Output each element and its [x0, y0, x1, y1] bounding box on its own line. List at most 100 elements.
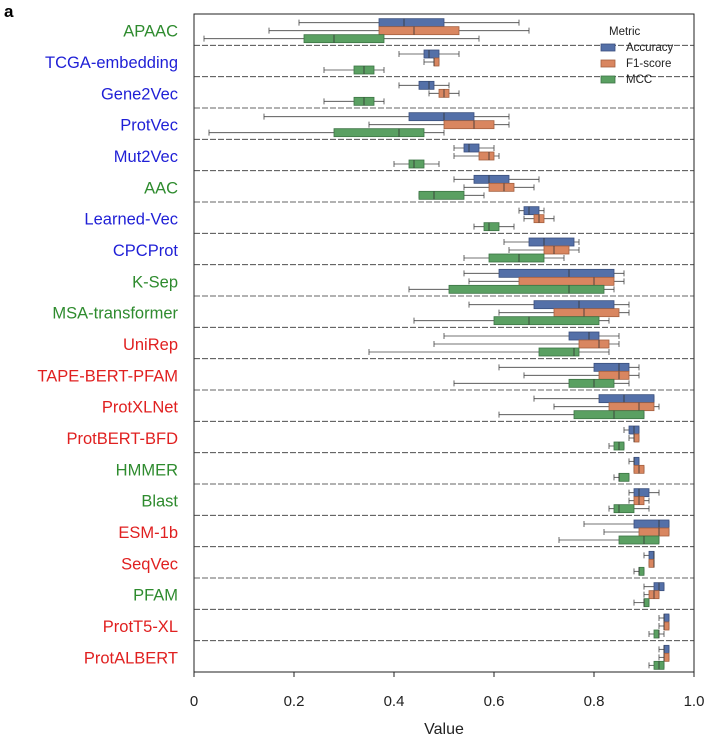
box-mcc [608, 504, 650, 514]
box-mcc [413, 316, 610, 326]
box-f1-score [643, 590, 660, 600]
box-f1-score [428, 88, 460, 98]
box-f1-score [368, 120, 510, 130]
box-mcc [648, 660, 665, 670]
box-f1-score [463, 182, 535, 192]
box-accuracy [498, 362, 640, 372]
box-f1-score [628, 496, 650, 506]
box-accuracy [398, 49, 460, 59]
method-label: SeqVec [121, 555, 178, 573]
legend: Metric Accuracy F1-score MCC [600, 26, 674, 86]
x-tick-label: 0.2 [284, 693, 305, 710]
box-accuracy [263, 112, 510, 122]
iqr-box [418, 80, 435, 90]
box-mcc [633, 598, 650, 608]
iqr-box [378, 26, 460, 36]
iqr-box [523, 206, 540, 216]
iqr-box [483, 222, 500, 232]
panel-letter: a [4, 2, 14, 21]
iqr-box [488, 253, 545, 263]
box-accuracy [623, 425, 640, 435]
iqr-box [643, 598, 650, 608]
iqr-box [618, 472, 630, 482]
box-mcc [463, 253, 565, 263]
box-f1-score [658, 621, 670, 631]
iqr-box [573, 410, 645, 420]
legend-title: Metric [609, 26, 641, 38]
box-f1-score [508, 245, 580, 255]
box-mcc [418, 190, 485, 200]
method-label: Mut2Vec [114, 148, 178, 166]
method-label: ProtXLNet [102, 399, 179, 417]
box-accuracy [628, 456, 640, 466]
box-accuracy [658, 613, 670, 623]
box-mcc [408, 284, 615, 294]
legend-swatch-accuracy [600, 43, 616, 52]
iqr-box [498, 268, 615, 278]
x-tick-label: 0.4 [384, 693, 405, 710]
iqr-box [598, 394, 655, 404]
box-mcc [393, 159, 440, 169]
iqr-box [638, 566, 645, 576]
box-f1-score [628, 433, 640, 443]
iqr-box [553, 308, 620, 318]
iqr-box [663, 644, 670, 654]
box-accuracy [453, 143, 495, 153]
iqr-box [598, 370, 630, 380]
box-mcc [453, 378, 630, 388]
iqr-box [618, 535, 660, 545]
box-accuracy [518, 206, 545, 216]
legend-swatch-mcc [600, 75, 616, 84]
iqr-box [608, 402, 655, 412]
box-accuracy [533, 394, 655, 404]
iqr-box [633, 519, 670, 529]
box-f1-score [268, 26, 530, 36]
method-label: AAC [144, 179, 178, 197]
method-label: ProtT5-XL [103, 618, 178, 636]
box-mcc [473, 222, 515, 232]
box-f1-score [468, 276, 625, 286]
iqr-box [528, 237, 575, 247]
iqr-box [638, 527, 670, 537]
legend-swatch-f1-score [600, 59, 616, 68]
box-accuracy [453, 174, 540, 184]
iqr-box [463, 143, 480, 153]
box-f1-score [523, 370, 640, 380]
box-mcc [498, 410, 645, 420]
method-label: ProtBERT-BFD [66, 430, 178, 448]
x-tick-label: 0 [190, 693, 198, 710]
iqr-box [633, 456, 640, 466]
box-f1-score [523, 214, 555, 224]
iqr-box [433, 57, 440, 67]
iqr-box [378, 18, 445, 28]
box-mcc [633, 566, 645, 576]
method-label: PFAM [133, 587, 178, 605]
box-mcc [608, 441, 625, 451]
method-label: TAPE-BERT-PFAM [37, 367, 178, 385]
method-label: HMMER [116, 461, 178, 479]
box-accuracy [298, 18, 520, 28]
iqr-box [633, 433, 640, 443]
iqr-box [533, 300, 615, 310]
iqr-box [443, 120, 495, 130]
x-axis: 0 0.2 0.4 0.6 0.8 1.0 [190, 672, 704, 710]
iqr-box [488, 182, 515, 192]
iqr-box [303, 34, 385, 44]
box-f1-score [603, 527, 670, 537]
iqr-box [543, 245, 570, 255]
box-mcc [323, 96, 385, 106]
box-accuracy [643, 550, 655, 560]
method-label: APAAC [123, 23, 178, 41]
method-label: ProtVec [120, 117, 178, 135]
method-label: TCGA-embedding [45, 54, 178, 72]
method-label: UniRep [123, 336, 178, 354]
method-label: ESM-1b [118, 524, 178, 542]
iqr-box [538, 347, 580, 357]
method-labels: APAAC TCGA-embedding Gene2Vec ProtVec Mut2Ve… [37, 23, 178, 668]
box-mcc [558, 535, 660, 545]
x-tick-label: 0.6 [484, 693, 505, 710]
legend-label-f1-score: F1-score [626, 58, 671, 70]
iqr-box [653, 629, 660, 639]
box-f1-score [423, 57, 440, 67]
iqr-box [663, 652, 670, 662]
